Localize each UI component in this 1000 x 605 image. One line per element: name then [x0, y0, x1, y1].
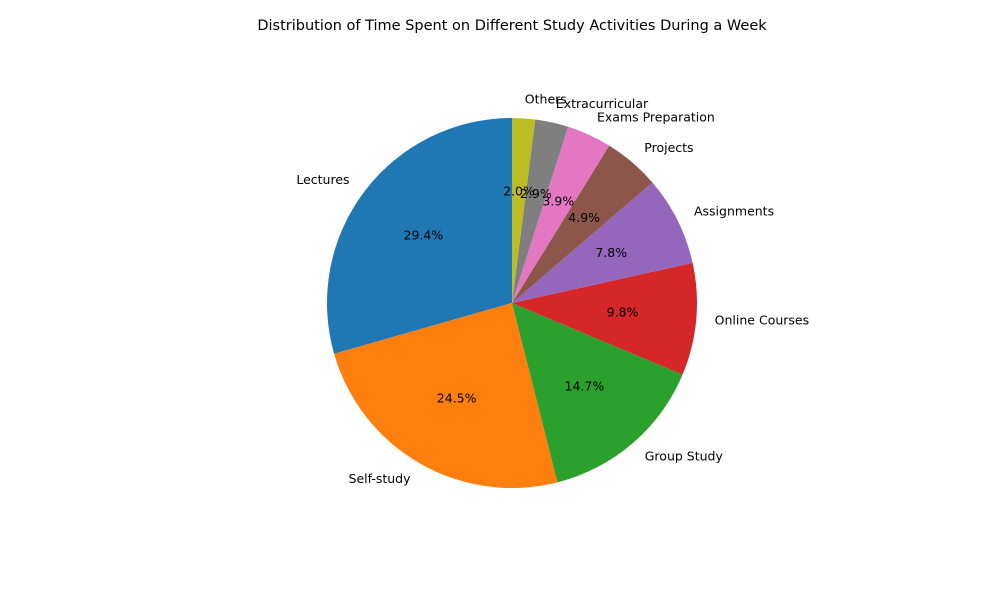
chart-title: Distribution of Time Spent on Different … — [257, 18, 767, 34]
category-label-others: Others — [525, 91, 567, 106]
category-label-lectures: Lectures — [296, 172, 349, 187]
percent-label-self-study: 24.5% — [437, 391, 477, 406]
pie-slice-exams-preparation — [512, 126, 610, 303]
category-label-self-study: Self-study — [349, 471, 412, 486]
pie-slice-self-study — [334, 303, 558, 489]
category-label-exams-preparation: Exams Preparation — [597, 110, 715, 125]
percent-label-assignments: 7.8% — [595, 245, 627, 260]
pie-slice-group-study — [512, 303, 683, 483]
pie-slice-others — [512, 118, 536, 303]
pie-slice-extracurricular — [512, 119, 569, 303]
pie-slice-projects — [512, 145, 653, 303]
category-label-assignments: Assignments — [694, 203, 774, 218]
category-label-extracurricular: Extracurricular — [556, 96, 649, 111]
percent-label-projects: 4.9% — [568, 210, 600, 225]
percent-label-exams-preparation: 3.9% — [542, 194, 574, 209]
percent-label-group-study: 14.7% — [565, 379, 605, 394]
category-label-projects: Projects — [644, 140, 693, 155]
percent-labels: 29.4% 24.5% 14.7% 9.8% 7.8% 4.9%3.9%2.9%2.0% — [404, 184, 639, 406]
pie-slice-assignments — [512, 182, 693, 303]
category-label-group-study: Group Study — [645, 449, 724, 464]
category-labels: Lectures Self-study Group Study Online Cour… — [296, 91, 809, 485]
category-label-online-courses: Online Courses — [715, 313, 809, 328]
percent-label-online-courses: 9.8% — [607, 304, 639, 319]
percent-label-lectures: 29.4% — [404, 228, 444, 243]
percent-label-others: 2.0% — [503, 184, 535, 199]
pie-slices — [326, 118, 697, 489]
pie-slice-online-courses — [512, 262, 697, 375]
percent-label-extracurricular: 2.9% — [520, 186, 552, 201]
pie-slice-lectures — [326, 118, 512, 354]
